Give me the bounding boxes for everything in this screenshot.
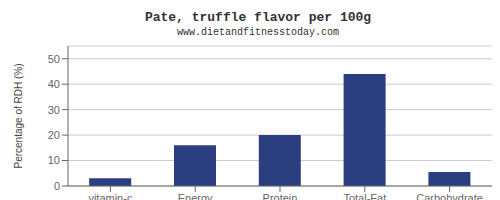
svg-text:20: 20: [48, 129, 60, 141]
svg-text:Total-Fat: Total-Fat: [343, 192, 386, 200]
svg-text:Protein: Protein: [263, 192, 298, 200]
svg-text:10: 10: [48, 154, 60, 166]
svg-text:50: 50: [48, 53, 60, 65]
svg-text:30: 30: [48, 104, 60, 116]
html-text:www.dietandfitnesstoday.com: www.dietandfitnesstoday.com: [177, 27, 339, 38]
html-text:Pate, truffle flavor per 100g: Pate, truffle flavor per 100g: [144, 10, 372, 25]
svg-text:vitamin-c: vitamin-c: [88, 192, 133, 200]
svg-text:0: 0: [54, 180, 60, 192]
svg-text:40: 40: [48, 78, 60, 90]
svg-text:Percentage of RDH (%): Percentage of RDH (%): [13, 63, 24, 168]
svg-text:Carbohydrate: Carbohydrate: [416, 192, 483, 200]
svg-text:Energy: Energy: [178, 192, 213, 200]
